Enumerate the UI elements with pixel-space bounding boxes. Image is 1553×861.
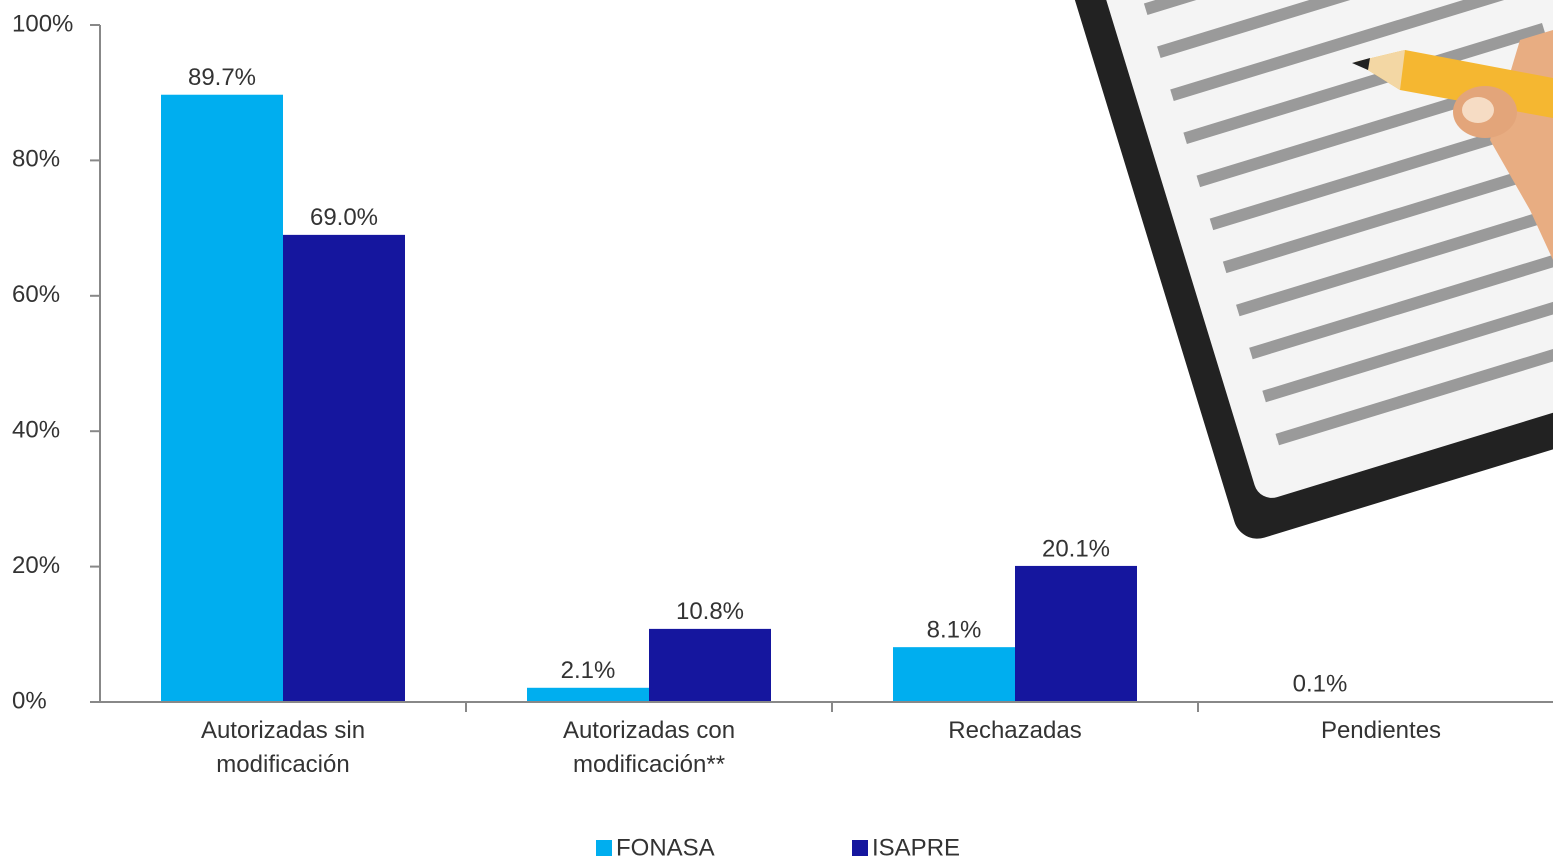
x-tick-label: Pendientes — [1320, 717, 1442, 744]
value-label: 2.1% — [561, 657, 616, 684]
y-tick-label: 80% — [12, 146, 60, 173]
value-label: 0.1% — [1293, 671, 1348, 698]
value-label: 20.1% — [1042, 535, 1110, 562]
bar — [1015, 565, 1137, 702]
legend-swatch — [852, 840, 868, 856]
y-tick-label: 20% — [12, 552, 60, 579]
y-tick-label: 0% — [12, 687, 47, 714]
x-tick-label: Autorizadas con modificación** — [562, 717, 736, 778]
y-tick-label: 60% — [12, 281, 60, 308]
value-label: 10.8% — [676, 598, 744, 625]
legend-label: ISAPRE — [872, 834, 960, 861]
bar — [161, 94, 283, 702]
value-label: 8.1% — [927, 617, 982, 644]
bar — [527, 687, 649, 702]
illustration — [1066, 0, 1553, 539]
bar — [893, 647, 1015, 702]
bar — [649, 628, 771, 702]
y-tick-label: 40% — [12, 417, 60, 444]
x-tick-label: Autorizadas sin modificación — [200, 717, 366, 778]
y-tick-label: 100% — [12, 10, 73, 37]
value-label: 69.0% — [310, 204, 378, 231]
value-label: 89.7% — [188, 64, 256, 91]
legend-swatch — [596, 840, 612, 856]
bar — [283, 234, 405, 702]
x-tick-label: Rechazadas — [948, 717, 1082, 744]
legend-label: FONASA — [616, 834, 715, 861]
